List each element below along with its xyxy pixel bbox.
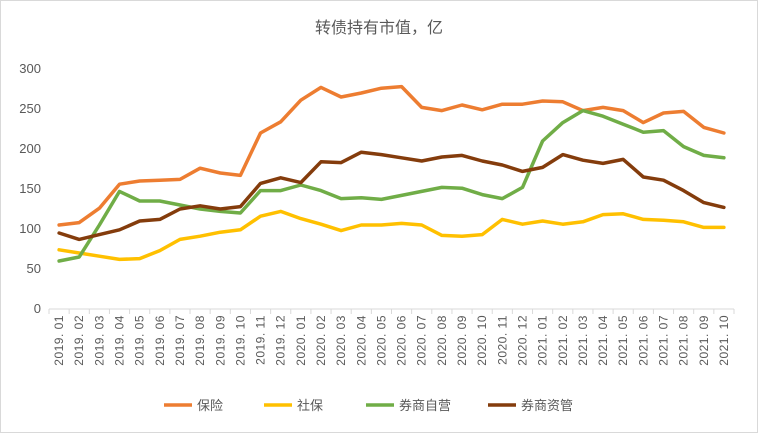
x-tick-label: 2021. 01 — [536, 315, 550, 366]
x-tick-label: 2019. 06 — [153, 315, 167, 366]
x-tick-label: 2021. 04 — [596, 315, 610, 366]
series-line-social-security — [57, 209, 726, 262]
x-tick-label: 2021. 05 — [616, 315, 630, 366]
chart-title: 转债持有市值，亿 — [315, 18, 443, 37]
x-tick-label: 2020. 10 — [475, 315, 489, 366]
axes: 0 50 100 150 200 250 300 2019. 01 2019. 02 2019. … — [19, 61, 735, 366]
x-tick-label: 2019. 05 — [133, 315, 147, 366]
series-line-broker-proprietary — [57, 108, 726, 263]
x-tick-label: 2019. 04 — [113, 315, 127, 366]
legend-label: 保险 — [197, 399, 223, 414]
x-tick-label: 2021. 03 — [576, 315, 590, 366]
x-tick-label: 2020. 08 — [435, 315, 449, 366]
x-tick-label: 2020. 09 — [455, 315, 469, 366]
x-tick-label: 2020. 01 — [294, 315, 308, 366]
y-tick-label: 100 — [19, 221, 41, 236]
x-tick-label: 2020. 07 — [415, 315, 429, 366]
y-tick-label: 250 — [19, 101, 41, 116]
x-tick-label: 2019. 10 — [233, 315, 247, 366]
x-tick-label: 2021. 06 — [636, 315, 650, 366]
x-tick-label: 2021. 02 — [556, 315, 570, 366]
x-tick-label: 2019. 12 — [274, 315, 288, 366]
x-tick-label: 2020. 03 — [334, 315, 348, 366]
series-lines — [57, 84, 726, 263]
x-tick-label: 2019. 02 — [72, 315, 86, 366]
y-tick-label: 150 — [19, 181, 41, 196]
legend-label: 券商资管 — [521, 398, 573, 414]
legend-label: 社保 — [297, 398, 323, 414]
legend: 保险 社保 券商自营 券商资管 — [164, 398, 573, 414]
x-tick-label: 2019. 09 — [213, 315, 227, 366]
y-tick-label: 200 — [19, 141, 41, 156]
x-tick-label: 2020. 12 — [515, 315, 529, 366]
series-line-broker-asset-mgmt — [57, 150, 726, 242]
y-tick-label: 300 — [19, 61, 41, 76]
x-tick-label: 2019. 03 — [92, 315, 106, 366]
x-tick-label: 2019. 08 — [193, 315, 207, 366]
legend-label: 券商自营 — [399, 398, 451, 414]
series-line-insurance — [57, 84, 726, 227]
x-tick-label: 2021. 10 — [717, 315, 731, 366]
x-tick-label: 2020. 02 — [314, 315, 328, 366]
x-tick-label: 2020. 05 — [374, 315, 388, 366]
x-tick-label: 2020. 04 — [354, 315, 368, 366]
x-tick-label: 2020. 06 — [395, 315, 409, 366]
x-tick-label: 2020. 11 — [495, 315, 509, 365]
x-tick-label: 2021. 09 — [697, 315, 711, 366]
x-tick-label: 2019. 11 — [254, 315, 268, 365]
x-tick-label: 2021. 08 — [677, 315, 691, 366]
x-tick-label: 2021. 07 — [656, 315, 670, 366]
y-tick-label: 0 — [34, 301, 41, 316]
y-tick-label: 50 — [27, 261, 41, 276]
x-tick-label: 2019. 01 — [52, 315, 66, 366]
x-tick-label: 2019. 07 — [173, 315, 187, 366]
